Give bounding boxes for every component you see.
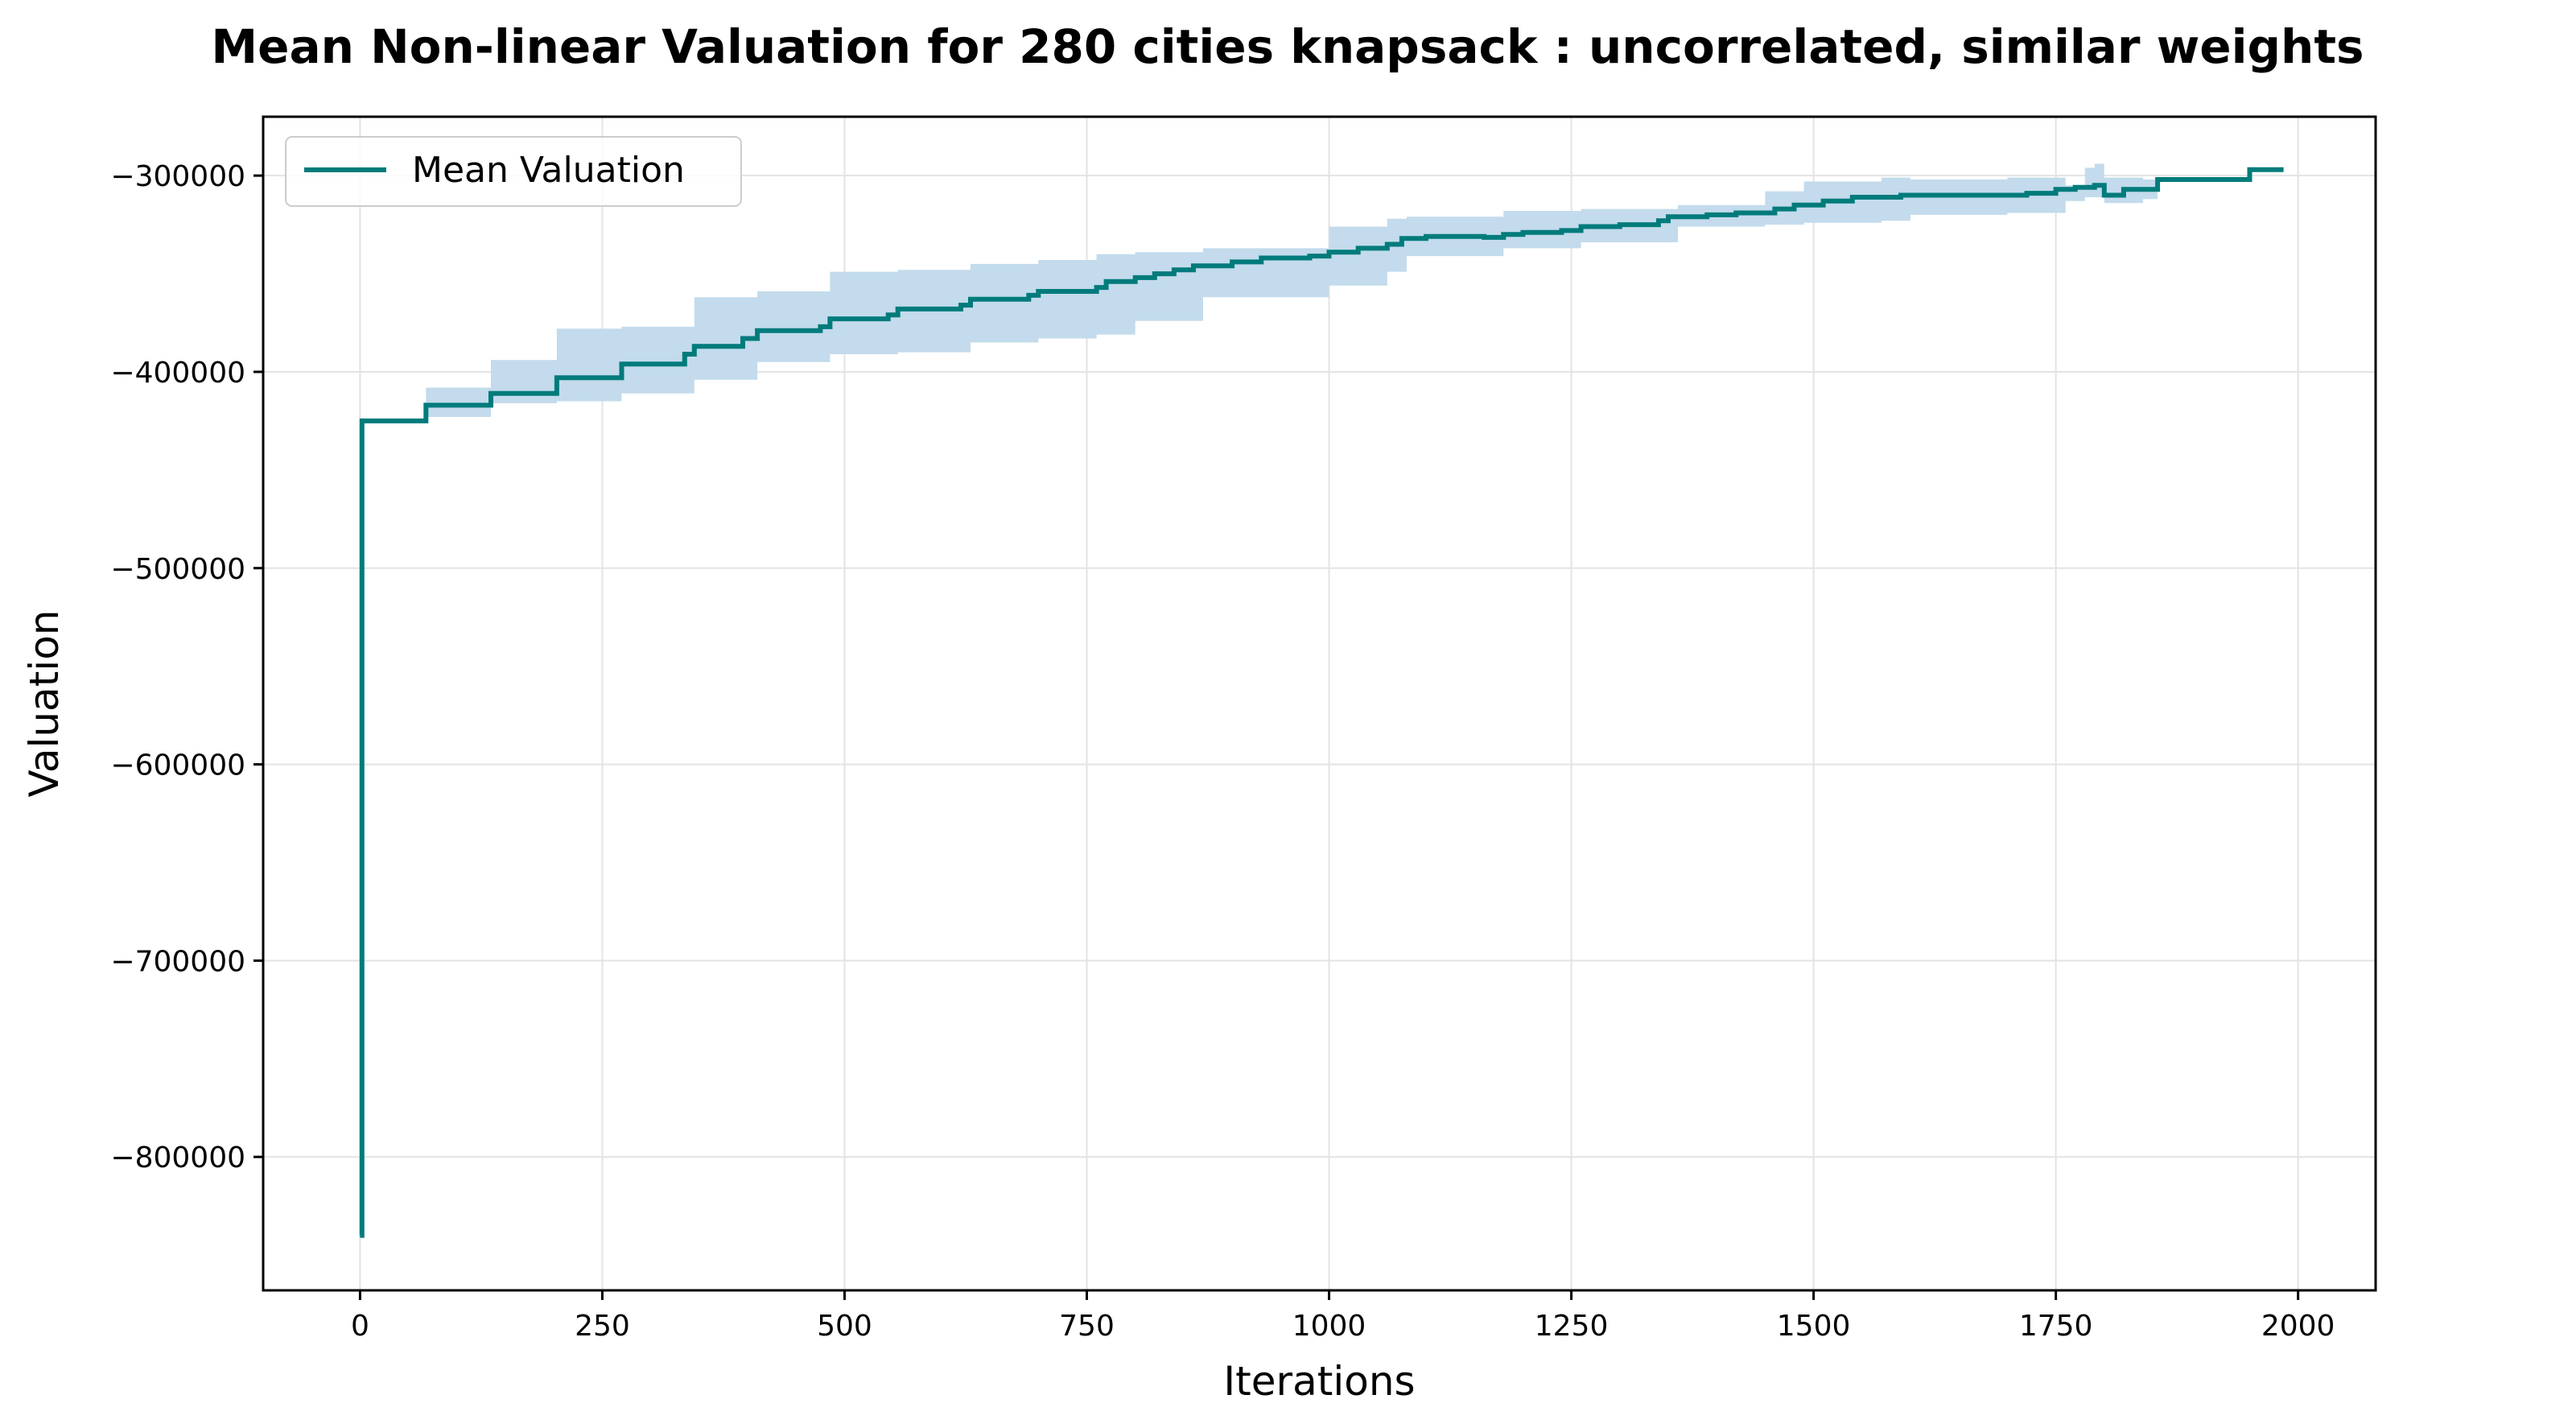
confidence-band-group bbox=[360, 163, 2284, 1236]
y-tick-label: −500000 bbox=[110, 553, 245, 586]
x-tick-label: 1500 bbox=[1777, 1310, 1851, 1343]
y-tick-label: −700000 bbox=[110, 945, 245, 978]
confidence-band bbox=[360, 163, 2284, 1236]
y-tick-label: −600000 bbox=[110, 749, 245, 782]
x-axis-ticks: 0 250 500 750 1000 1250 1500 1750 2000 bbox=[351, 1290, 2335, 1343]
y-axis-label: Valuation bbox=[21, 610, 68, 798]
x-tick-label: 1000 bbox=[1292, 1310, 1366, 1343]
legend-label-mean-valuation: Mean Valuation bbox=[412, 150, 685, 191]
x-tick-label: 250 bbox=[575, 1310, 630, 1343]
chart-title: Mean Non-linear Valuation for 280 cities… bbox=[211, 19, 2364, 74]
y-tick-label: −800000 bbox=[110, 1141, 245, 1174]
series-line-group bbox=[359, 167, 2284, 1238]
series-line-mean-valuation bbox=[359, 167, 2284, 1238]
x-axis-label: Iterations bbox=[1223, 1358, 1415, 1405]
legend: Mean Valuation bbox=[285, 136, 742, 207]
x-tick-label: 1750 bbox=[2019, 1310, 2093, 1343]
x-tick-label: 0 bbox=[351, 1310, 369, 1343]
plot-frame bbox=[262, 115, 2377, 1292]
x-tick-label: 2000 bbox=[2261, 1310, 2335, 1343]
y-axis-ticks: −300000 −400000 −500000 −600000 −700000 −8000… bbox=[110, 160, 263, 1174]
x-tick-label: 500 bbox=[817, 1310, 872, 1343]
x-tick-label: 1250 bbox=[1535, 1310, 1609, 1343]
legend-box bbox=[285, 136, 742, 207]
y-tick-label: −300000 bbox=[110, 160, 245, 193]
x-tick-label: 750 bbox=[1059, 1310, 1115, 1343]
y-tick-label: −400000 bbox=[110, 357, 245, 390]
